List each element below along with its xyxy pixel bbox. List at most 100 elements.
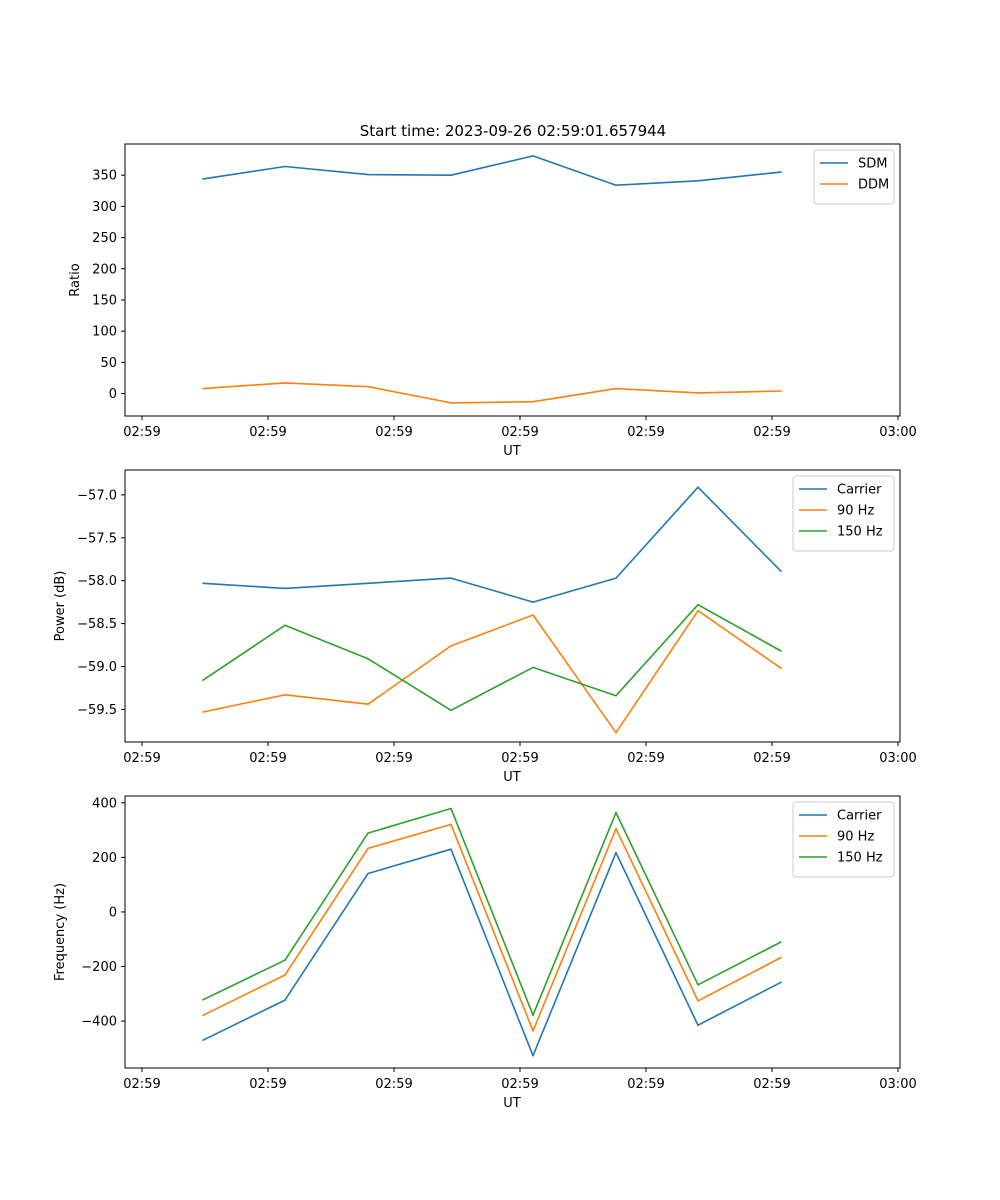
series-line-ddm — [202, 382, 782, 404]
data-point — [697, 603, 699, 606]
legend-label: Carrier — [837, 483, 882, 498]
data-point — [697, 609, 699, 612]
x-tick-label: 02:59 — [501, 1077, 538, 1092]
data-point — [780, 171, 782, 173]
x-tick-label: 02:59 — [249, 1077, 286, 1092]
y-tick-label: 300 — [92, 200, 117, 215]
data-point — [532, 601, 534, 603]
data-point — [284, 587, 286, 590]
x-tick-label: 03:00 — [879, 751, 916, 766]
data-point — [284, 165, 286, 168]
data-point — [284, 959, 286, 961]
series-line-carrier — [202, 486, 782, 603]
data-point — [367, 832, 369, 834]
legend-box — [792, 801, 895, 878]
data-point — [202, 1014, 204, 1017]
y-tick-label: 200 — [92, 851, 117, 866]
data-point — [367, 703, 369, 705]
data-point — [697, 486, 699, 489]
x-tick-label: 02:59 — [627, 425, 664, 440]
data-point — [450, 807, 452, 810]
data-point — [780, 650, 782, 652]
y-tick-label: 0 — [109, 387, 117, 402]
legend-label: 150 Hz — [837, 851, 883, 866]
data-point — [450, 645, 452, 647]
x-tick-label: 02:59 — [627, 1077, 664, 1092]
data-point — [615, 827, 617, 830]
ratio-panel: 02:59 02:59 02:59 02:59 02:59 02:59 03:00 UT 0 50… — [68, 143, 917, 459]
data-point — [697, 392, 699, 394]
legend: Carrier 90 Hz 150 Hz — [792, 801, 895, 878]
y-tick-label: 200 — [92, 262, 117, 277]
y-tick-label: −59.5 — [77, 703, 117, 718]
legend-box — [792, 475, 895, 552]
y-tick-label: 400 — [92, 796, 117, 811]
data-point — [615, 731, 617, 734]
data-point — [367, 582, 369, 585]
x-tick-label: 02:59 — [501, 751, 538, 766]
data-point — [615, 184, 617, 186]
x-tick-label: 03:00 — [879, 1077, 916, 1092]
data-point — [284, 624, 286, 627]
data-point — [615, 811, 617, 814]
data-point — [532, 1030, 534, 1032]
series-line-90-hz — [202, 609, 782, 734]
x-axis-label: UT — [503, 770, 521, 785]
x-tick-label: 02:59 — [753, 425, 790, 440]
data-point — [450, 823, 452, 826]
data-point — [532, 1054, 534, 1057]
y-axis-label: Ratio — [68, 263, 83, 296]
data-point — [367, 173, 369, 176]
x-tick-label: 02:59 — [123, 425, 160, 440]
data-point — [697, 1024, 699, 1026]
x-tick-label: 02:59 — [375, 425, 412, 440]
data-point — [202, 178, 204, 180]
x-tick-label: 02:59 — [123, 751, 160, 766]
legend-label: 150 Hz — [837, 525, 883, 540]
data-point — [284, 382, 286, 384]
data-point — [450, 174, 452, 176]
data-point — [202, 582, 204, 585]
axes-frame — [124, 143, 901, 417]
y-tick-label: 50 — [100, 356, 117, 371]
data-point — [532, 400, 534, 403]
figure-title: Start time: 2023-09-26 02:59:01.657944 — [360, 122, 666, 140]
legend-label: DDM — [858, 178, 889, 193]
legend: SDM DDM — [813, 149, 895, 205]
y-tick-label: 0 — [109, 905, 117, 920]
y-tick-label: −58.5 — [77, 617, 117, 632]
x-axis-label: UT — [503, 1096, 521, 1111]
data-point — [450, 848, 452, 850]
y-tick-label: 250 — [92, 231, 117, 246]
data-point — [284, 974, 286, 976]
data-point — [780, 667, 782, 669]
data-point — [202, 711, 204, 713]
data-point — [367, 385, 369, 388]
data-point — [697, 984, 699, 986]
data-point — [780, 956, 782, 959]
data-point — [367, 658, 369, 660]
y-tick-label: 150 — [92, 293, 117, 308]
data-point — [450, 402, 452, 404]
data-point — [615, 577, 617, 579]
y-axis-label: Frequency (Hz) — [53, 883, 68, 981]
data-point — [532, 1014, 534, 1016]
power-panel: 02:59 02:59 02:59 02:59 02:59 02:59 03:00 UT −57… — [53, 469, 917, 785]
data-point — [284, 694, 286, 696]
data-point — [202, 1039, 204, 1041]
data-point — [780, 570, 782, 572]
data-point — [202, 679, 204, 681]
series-line-150-hz — [202, 807, 782, 1016]
series-line-90-hz — [202, 823, 782, 1032]
data-point — [202, 387, 204, 390]
x-tick-label: 02:59 — [375, 1077, 412, 1092]
data-point — [780, 981, 782, 984]
y-axis-label: Power (dB) — [53, 571, 68, 642]
x-tick-label: 02:59 — [375, 751, 412, 766]
y-tick-label: −58.0 — [77, 574, 117, 589]
data-point — [615, 387, 617, 390]
axes-frame — [124, 469, 901, 743]
x-tick-label: 02:59 — [627, 751, 664, 766]
data-point — [615, 694, 617, 697]
